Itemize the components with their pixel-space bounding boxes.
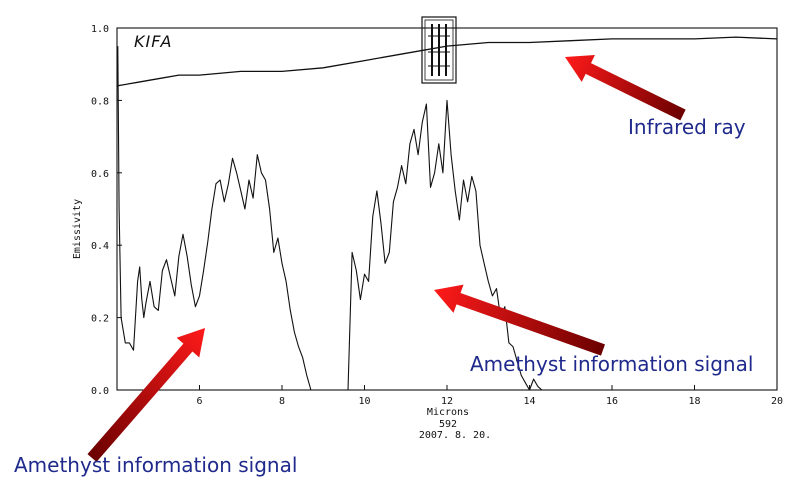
y-tick-label: 0.0	[91, 386, 109, 397]
x-tick-label: 20	[771, 396, 783, 407]
arrow-amethyst-left	[87, 328, 205, 462]
y-tick-label: 0.6	[91, 169, 109, 180]
seal-stamp	[421, 16, 457, 84]
annotation-amethyst-right: Amethyst information signal	[470, 352, 754, 376]
x-tick-label: 6	[196, 396, 202, 407]
annotation-amethyst-left: Amethyst information signal	[14, 453, 298, 477]
caption-date: 2007. 8. 20.	[418, 430, 492, 441]
series-line-1	[117, 46, 312, 391]
y-tick-label: 0.8	[91, 96, 109, 107]
series-line-2	[347, 99, 546, 391]
caption-number: 592	[438, 419, 458, 430]
x-tick-label: 14	[523, 396, 535, 407]
x-axis-title: Microns	[426, 407, 470, 418]
annotation-infrared: Infrared ray	[628, 115, 746, 139]
x-tick-label: 16	[606, 396, 618, 407]
y-tick-label: 0.2	[91, 314, 109, 325]
series-line-0	[116, 36, 778, 87]
y-axis-title: Emissivity	[72, 199, 83, 259]
x-tick-label: 12	[441, 396, 453, 407]
y-tick-label: 1.0	[91, 24, 109, 35]
x-tick-label: 18	[688, 396, 700, 407]
arrow-amethyst-right	[434, 284, 606, 356]
y-tick-label: 0.4	[91, 241, 109, 252]
x-tick-label: 10	[358, 396, 370, 407]
arrow-infrared	[565, 55, 686, 121]
x-tick-label: 8	[279, 396, 285, 407]
brand-label: KIFA	[134, 32, 173, 51]
plot-frame	[116, 27, 778, 391]
